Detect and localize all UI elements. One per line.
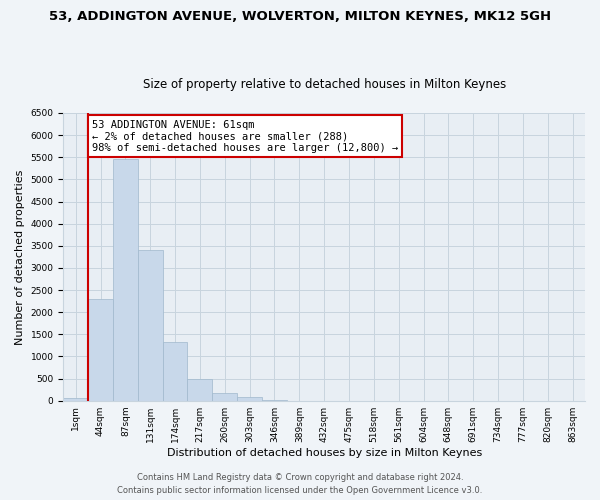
Text: 53 ADDINGTON AVENUE: 61sqm
← 2% of detached houses are smaller (288)
98% of semi: 53 ADDINGTON AVENUE: 61sqm ← 2% of detac…: [92, 120, 398, 153]
Text: Contains HM Land Registry data © Crown copyright and database right 2024.
Contai: Contains HM Land Registry data © Crown c…: [118, 474, 482, 495]
Text: 53, ADDINGTON AVENUE, WOLVERTON, MILTON KEYNES, MK12 5GH: 53, ADDINGTON AVENUE, WOLVERTON, MILTON …: [49, 10, 551, 23]
Bar: [212, 392, 237, 400]
Bar: [63, 398, 88, 400]
Title: Size of property relative to detached houses in Milton Keynes: Size of property relative to detached ho…: [143, 78, 506, 91]
Y-axis label: Number of detached properties: Number of detached properties: [15, 169, 25, 344]
Bar: [88, 299, 113, 400]
Bar: [163, 342, 187, 400]
Bar: [237, 397, 262, 400]
Bar: [138, 250, 163, 400]
Bar: [113, 160, 138, 400]
Bar: [187, 380, 212, 400]
X-axis label: Distribution of detached houses by size in Milton Keynes: Distribution of detached houses by size …: [167, 448, 482, 458]
